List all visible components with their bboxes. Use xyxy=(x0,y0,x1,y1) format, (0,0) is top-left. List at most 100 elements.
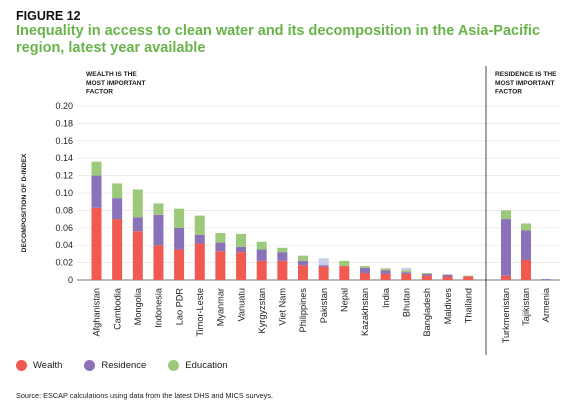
figure-label: FIGURE 12 xyxy=(16,9,81,23)
panel-label-line: FACTOR xyxy=(86,89,113,96)
bar-segment-wealth xyxy=(421,275,432,280)
bar-segment-education xyxy=(463,275,474,277)
bar-stack-timor-leste xyxy=(194,215,205,280)
x-tick-label: Lao PDR xyxy=(174,288,184,326)
legend-label-education: Education xyxy=(185,360,228,371)
bar-stack-bangladesh xyxy=(421,273,432,280)
bar-segment-wealth xyxy=(91,207,102,280)
panel-label-line: MOST IMPORTANT xyxy=(495,80,555,87)
bar-stack-turkmenistan xyxy=(501,210,511,280)
bar-segment-wealth xyxy=(194,243,205,280)
x-tick-label: Armenia xyxy=(541,287,551,322)
bar-segment-education xyxy=(256,241,267,250)
bar-segment-other xyxy=(401,267,412,271)
bar-segment-education xyxy=(236,233,247,247)
bar-stack-indonesia xyxy=(153,203,164,280)
legend-label-residence: Residence xyxy=(101,360,147,371)
legend: Wealth Residence Education xyxy=(16,360,250,371)
y-tick-label: 0.06 xyxy=(55,223,73,233)
legend-swatch-residence xyxy=(84,360,96,371)
bar-stack-cambodia xyxy=(112,183,123,280)
bar-segment-wealth xyxy=(132,231,143,280)
legend-swatch-wealth xyxy=(16,360,27,371)
bar-segment-education xyxy=(174,208,185,228)
bar-segment-residence xyxy=(256,249,267,261)
bar-segment-residence xyxy=(401,272,412,274)
x-tick-label: Afghanistan xyxy=(92,288,102,337)
x-tick-label: Bhutan xyxy=(401,288,411,317)
bar-segment-education xyxy=(153,203,164,215)
legend-item-wealth: Wealth xyxy=(16,360,62,371)
panel-label-line: MOST IMPORTANT xyxy=(86,80,146,87)
bar-segment-wealth xyxy=(153,245,164,280)
bar-segment-wealth xyxy=(339,266,350,280)
bar-segment-education xyxy=(132,189,143,218)
panel-label-line: RESIDENCE IS THE xyxy=(495,71,557,78)
y-axis-gridlines xyxy=(77,105,560,263)
bar-segment-education xyxy=(521,223,531,231)
bar-segment-wealth xyxy=(215,251,226,280)
x-tick-label: India xyxy=(381,287,391,308)
x-tick-label: Vanuatu xyxy=(236,288,246,322)
x-tick-label: Cambodia xyxy=(112,287,122,330)
bar-segment-education xyxy=(194,215,205,235)
x-tick-label: Kyrgyzstan xyxy=(257,288,267,333)
panel-label-line: FACTOR xyxy=(495,89,522,96)
bar-segment-wealth xyxy=(236,252,247,280)
y-tick-label: 0.16 xyxy=(55,136,73,146)
bar-segment-wealth xyxy=(501,275,511,280)
bar-stack-kyrgyzstan xyxy=(256,241,267,280)
bar-segment-education xyxy=(421,273,432,274)
bar-segment-residence xyxy=(541,279,551,280)
bar-segment-other xyxy=(318,258,329,266)
bar-stack-kazakhstan xyxy=(359,266,370,280)
bar-segment-wealth xyxy=(442,276,453,280)
bar-stack-pakistan xyxy=(318,258,329,280)
y-tick-label: 0 xyxy=(68,275,73,285)
bar-segment-wealth xyxy=(256,260,267,280)
bar-stack-afghanistan xyxy=(91,161,102,280)
bar-segment-residence xyxy=(112,198,123,220)
bar-segment-education xyxy=(112,183,123,199)
y-tick-label: 0.08 xyxy=(55,205,73,215)
x-tick-label: Timor-Leste xyxy=(195,288,205,337)
chart-title: Inequality in access to clean water and … xyxy=(16,23,541,56)
bar-segment-residence xyxy=(277,252,288,261)
x-tick-label: Pakistan xyxy=(319,288,329,323)
x-tick-label: Maldives xyxy=(443,288,453,325)
bar-stack-myanmar xyxy=(215,233,226,280)
x-tick-label: Philippines xyxy=(298,288,308,333)
bar-segment-education xyxy=(380,268,391,271)
bars xyxy=(91,161,551,280)
bar-segment-education xyxy=(91,161,102,176)
bar-segment-wealth xyxy=(401,273,412,280)
bar-segment-education xyxy=(215,233,226,243)
bar-stack-maldives xyxy=(442,273,453,280)
bar-segment-wealth xyxy=(359,273,370,280)
bar-segment-residence xyxy=(236,246,247,253)
bar-stack-armenia xyxy=(541,279,551,280)
y-tick-label: 0.04 xyxy=(55,240,73,250)
y-tick-label: 0.12 xyxy=(55,171,73,181)
bar-segment-other xyxy=(380,267,391,269)
bar-stack-india xyxy=(380,267,391,280)
bar-segment-residence xyxy=(215,242,226,252)
bar-stack-mongolia xyxy=(132,189,143,280)
legend-swatch-education xyxy=(168,360,180,371)
bar-segment-residence xyxy=(442,274,453,277)
bar-segment-wealth xyxy=(298,265,308,280)
bar-segment-wealth xyxy=(174,249,185,280)
y-tick-label: 0.14 xyxy=(55,153,73,163)
bar-stack-bhutan xyxy=(401,267,412,280)
panel-label-line: WEALTH IS THE xyxy=(86,71,137,78)
bar-stack-nepal xyxy=(339,260,350,280)
x-tick-label: Indonesia xyxy=(154,287,164,328)
bar-segment-residence xyxy=(298,260,308,266)
legend-item-residence: Residence xyxy=(84,360,146,371)
y-axis-title: DECOMPOSITION OF D-INDEX xyxy=(21,153,28,252)
x-tick-label: Myanmar xyxy=(216,288,226,326)
bar-segment-residence xyxy=(132,217,143,232)
bar-segment-education xyxy=(339,260,350,267)
x-tick-label: Turkmenistan xyxy=(501,288,511,343)
source-note: Source: ESCAP calculations using data fr… xyxy=(16,391,273,400)
